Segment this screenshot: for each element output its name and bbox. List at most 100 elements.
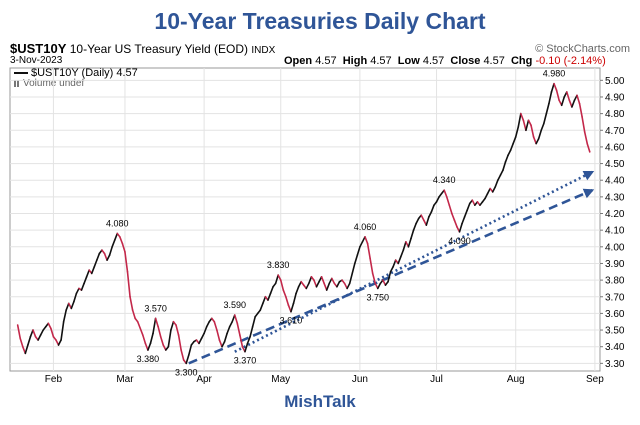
y-tick-label: 4.60 [605,142,625,153]
price-segment [491,186,497,193]
x-tick-label-apr: Apr [196,374,212,385]
legend-main-label: $UST10Y (Daily) 4.57 [31,67,138,79]
price-segment [233,314,239,325]
price-segment [451,212,456,221]
plot-frame [9,67,601,372]
price-segment [364,236,369,245]
price-segment [96,252,101,261]
peak-annotation: 4.340 [433,175,456,185]
price-segment [543,112,548,125]
price-segment [93,259,98,268]
price-segment [410,229,415,240]
price-segment [463,209,468,218]
price-segment [504,154,509,163]
price-segment [142,334,147,345]
peak-annotation: 3.830 [267,260,290,270]
price-segment [305,282,310,290]
price-segment [185,354,190,365]
y-tick-label: 3.80 [605,276,625,287]
price-segment [428,211,433,218]
price-segment [83,275,88,285]
price-segment [443,189,448,198]
price-segment [65,302,70,311]
peak-annotation: 4.060 [354,222,377,232]
price-segment [187,344,193,356]
price-segment [540,122,545,132]
price-segment [389,265,394,273]
price-segment [57,339,62,346]
price-segment [218,339,223,348]
price-segment [223,332,228,343]
price-segment [420,214,425,221]
peak-annotation: 3.380 [137,354,160,364]
price-segment [200,332,205,340]
low-value: 4.57 [422,55,445,67]
price-segment [239,334,244,348]
y-tick-label: 3.40 [605,342,625,353]
y-tick-label: 3.90 [605,259,625,270]
price-segment [290,302,295,313]
y-tick-label: 3.70 [605,292,625,303]
y-tick-label: 4.00 [605,242,625,253]
price-segment [560,96,566,107]
chart-date: 3-Nov-2023 [10,55,63,66]
price-segment [514,126,520,138]
price-segment [494,179,499,188]
peak-annotation: 4.090 [448,236,471,246]
price-segment [532,136,537,145]
price-segment [24,344,29,355]
price-segment [382,279,387,286]
price-segment [535,137,540,145]
price-segment [162,344,167,351]
y-tick-label: 4.80 [605,109,625,120]
price-segment [527,119,532,127]
price-segment [387,270,392,283]
price-segment [586,142,591,153]
price-segment [507,149,512,157]
price-segment [37,334,42,341]
price-segment [85,269,90,278]
price-segment [203,325,208,335]
price-segment [103,252,108,261]
price-segment [509,142,514,152]
price-segment [259,302,264,311]
price-segment [376,282,382,290]
price-segment [282,289,287,298]
price-segment [236,322,241,336]
price-segment [180,349,185,361]
price-segment [499,169,504,177]
chg-value: -0.10 (-2.14%) [535,55,606,67]
symbol-description: 10-Year US Treasury Yield (EOD) [69,42,249,56]
peak-annotation: 3.370 [234,356,257,366]
y-tick-label: 3.50 [605,326,625,337]
price-segment [73,292,78,303]
price-segment [399,249,405,258]
price-segment [27,335,32,346]
open-label: Open [284,55,313,67]
price-segment [111,239,116,248]
price-segment [19,337,24,348]
x-tick-label-may: May [271,374,290,385]
price-segment [555,89,560,102]
price-segment [583,131,589,145]
price-segment [331,277,336,285]
price-segment [522,119,527,132]
y-tick-label: 3.60 [605,309,625,320]
price-segment [502,161,507,172]
high-label: High [342,55,368,67]
price-segment [136,320,142,330]
peak-annotation: 4.080 [106,218,129,228]
y-tick-label: 4.50 [605,159,625,170]
price-segment [517,112,522,128]
price-segment [285,295,290,306]
peak-annotation: 3.570 [144,303,167,313]
price-segment [213,320,218,331]
price-segment [113,232,119,241]
price-segment [497,174,502,182]
price-segment [486,187,491,195]
price-segment [131,309,136,320]
price-segment [553,82,558,92]
peak-annotation: 3.750 [367,292,390,302]
price-segment [226,325,231,335]
price-segment [415,217,420,225]
